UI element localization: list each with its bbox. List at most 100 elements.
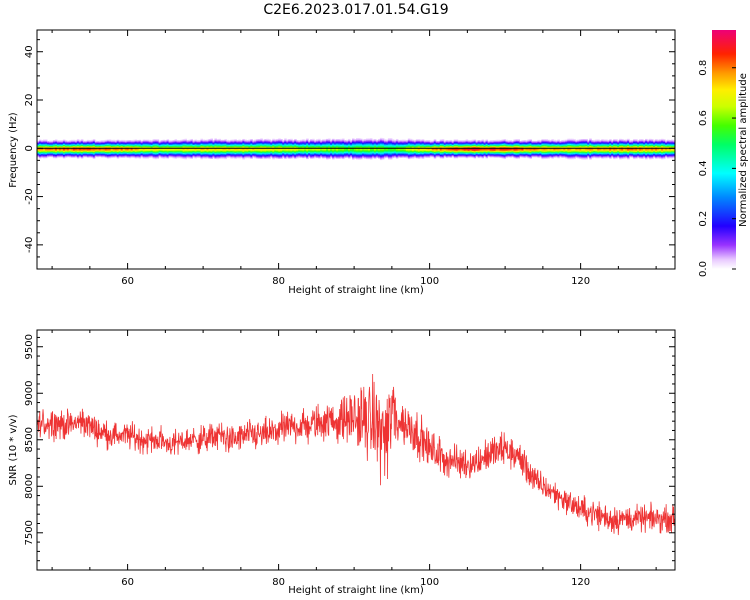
spectrogram-cell bbox=[264, 139, 267, 142]
spectrogram-cell bbox=[172, 153, 176, 155]
spectrogram-cell bbox=[387, 152, 391, 154]
spectrogram-cell bbox=[419, 144, 423, 146]
spectrogram-cell bbox=[344, 154, 347, 156]
spectrogram-cell bbox=[348, 151, 351, 153]
spectrogram-cell bbox=[441, 143, 445, 145]
spectrogram-cell bbox=[232, 145, 235, 147]
spectrogram-cell bbox=[421, 140, 425, 143]
spectrogram-cell bbox=[176, 145, 180, 147]
spectrogram-cell bbox=[493, 146, 497, 148]
spectrogram-cell bbox=[260, 139, 263, 141]
spectrogram-cell bbox=[459, 143, 463, 146]
spectrogram-cell bbox=[443, 143, 447, 145]
spectrogram-cell bbox=[214, 156, 217, 159]
spectrogram-cell bbox=[98, 154, 102, 156]
spectrogram-cell bbox=[401, 139, 405, 141]
spectrogram-cell bbox=[294, 143, 297, 145]
spectrogram-cell bbox=[244, 147, 247, 149]
spectrogram-cell bbox=[254, 149, 257, 151]
spectrogram-cell bbox=[453, 146, 457, 148]
spectrogram-cell bbox=[429, 155, 433, 157]
spectrogram-cell bbox=[292, 146, 295, 148]
spectrogram-cell bbox=[110, 140, 114, 142]
spectrogram-cell bbox=[359, 154, 363, 156]
spectrogram-cell bbox=[357, 155, 361, 158]
spectrogram-cell bbox=[324, 143, 327, 145]
spectrogram-cell bbox=[433, 150, 437, 153]
spectrogram-cell bbox=[409, 138, 413, 140]
spectrogram-cell bbox=[415, 153, 419, 155]
spectrogram-cell bbox=[431, 153, 435, 155]
spectrogram-cell bbox=[296, 149, 299, 151]
spectrogram-cell bbox=[68, 148, 72, 150]
spectrogram-cell bbox=[342, 155, 345, 157]
spectrogram-cell bbox=[254, 147, 257, 149]
spectrogram-cell bbox=[304, 153, 307, 155]
spectrogram-cell bbox=[437, 150, 441, 152]
spectrogram-cell bbox=[487, 148, 491, 151]
spectrogram-cell bbox=[389, 143, 393, 145]
spectrogram-cell bbox=[50, 154, 54, 156]
spectrogram-cell bbox=[76, 149, 80, 151]
spectrogram-cell bbox=[296, 156, 299, 158]
spectrogram-cell bbox=[256, 139, 259, 141]
spectrogram-cell bbox=[168, 142, 172, 144]
spectrogram-cell bbox=[218, 146, 221, 148]
spectrogram-cell bbox=[94, 149, 98, 151]
spectrogram-cell bbox=[302, 139, 305, 141]
spectrogram-cell bbox=[274, 140, 277, 142]
spectrogram-cell bbox=[302, 146, 305, 148]
spectrogram-cell bbox=[286, 153, 289, 156]
spectrogram-cell bbox=[357, 145, 361, 147]
spectrogram-cell bbox=[182, 151, 186, 153]
spectrogram-cell bbox=[284, 154, 287, 156]
spectrogram-cell bbox=[393, 145, 397, 147]
spectrogram-cell bbox=[286, 154, 289, 156]
spectrogram-cell bbox=[66, 141, 70, 143]
spectrogram-cell bbox=[76, 152, 80, 154]
spectrogram-cell bbox=[369, 155, 373, 157]
spectrogram-cell bbox=[336, 154, 339, 156]
spectrogram-cell bbox=[395, 150, 399, 152]
spectrogram-cell bbox=[54, 149, 58, 151]
spectrogram-cell bbox=[377, 149, 381, 151]
spectrogram-cell bbox=[224, 139, 227, 141]
spectrogram-cell bbox=[62, 144, 66, 146]
spectrogram-cell bbox=[373, 156, 377, 159]
spectrogram-cell bbox=[170, 149, 174, 151]
spectrogram-cell bbox=[334, 144, 337, 146]
spectrogram-cell bbox=[348, 157, 351, 159]
spectrogram-cell bbox=[389, 153, 393, 155]
spectrogram-cell bbox=[469, 150, 473, 152]
spectrogram-cell bbox=[487, 145, 491, 147]
spectrogram-cell bbox=[110, 150, 114, 152]
spectrogram-cell bbox=[405, 140, 409, 142]
spectrogram-cell bbox=[54, 147, 58, 149]
spectrogram-cell bbox=[222, 145, 225, 147]
spectrogram-cell bbox=[240, 155, 243, 157]
spectrogram-cell bbox=[457, 153, 461, 156]
spectrogram-cell bbox=[389, 144, 393, 146]
spectrogram-cell bbox=[357, 142, 361, 144]
spectrogram-cell bbox=[38, 145, 42, 147]
spectrogram-cell bbox=[224, 141, 227, 143]
spectrogram-cell bbox=[164, 147, 168, 149]
spectrogram-cell bbox=[226, 152, 229, 154]
spectrogram-cell bbox=[383, 141, 387, 144]
spectrogram-cell bbox=[427, 146, 431, 148]
spectrogram-cell bbox=[318, 150, 321, 152]
spectrogram-cell bbox=[419, 139, 423, 141]
spectrogram-cell bbox=[142, 154, 146, 156]
spectrogram-cell bbox=[280, 143, 283, 145]
spectrogram-cell bbox=[375, 154, 379, 156]
spectrogram-cell bbox=[94, 150, 98, 152]
spectrogram-cell bbox=[214, 153, 217, 155]
spectrogram-cell bbox=[473, 152, 477, 154]
spectrogram-cell bbox=[471, 144, 475, 146]
spectrogram-cell bbox=[375, 145, 379, 147]
spectrogram-cell bbox=[361, 156, 365, 158]
spectrogram-cell bbox=[407, 146, 411, 148]
spectrogram-cell bbox=[322, 141, 325, 143]
spectrogram-cell bbox=[208, 139, 211, 141]
spectrogram-cell bbox=[473, 144, 477, 146]
